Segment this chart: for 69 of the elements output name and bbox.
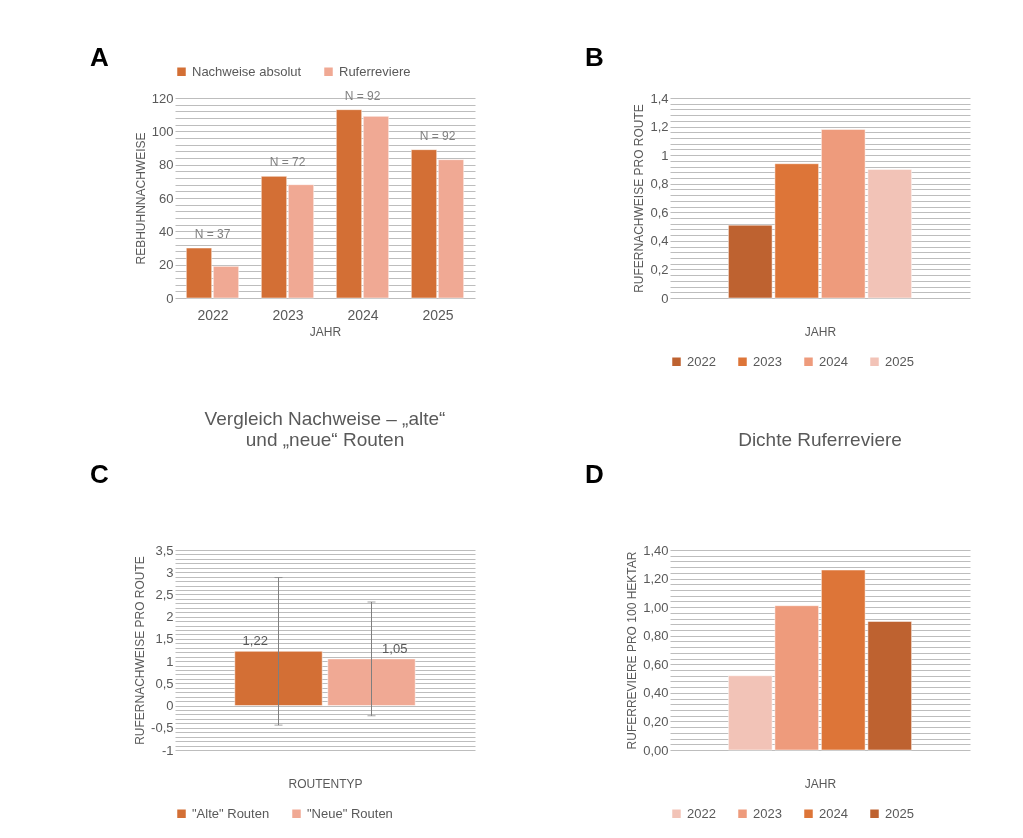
y-axis-title: RUFERNACHWEISE PRO ROUTE: [133, 556, 148, 745]
y-axis-title: RUFERREVIERE PRO 100 HEKTAR: [625, 551, 640, 750]
legend-label: "Neue" Routen: [307, 805, 393, 821]
y-tick-label: 40: [159, 223, 174, 239]
x-tick-label: 2023: [272, 306, 304, 323]
y-tick-label: 3: [166, 564, 174, 580]
y-tick-label: 0,60: [643, 656, 669, 672]
y-tick-label: 3,5: [155, 542, 174, 558]
y-tick-label: 1,40: [643, 542, 669, 558]
x-axis-title: ROUTENTYP: [288, 776, 363, 791]
data-label: 1,22: [242, 633, 268, 649]
data-label: 1,05: [382, 640, 408, 656]
legend-label: 2024: [819, 353, 848, 369]
annotation: N = 92: [344, 88, 381, 103]
y-tick-label: 100: [151, 123, 174, 139]
y-tick-label: 1,20: [643, 571, 669, 587]
legend-label: 2023: [753, 805, 782, 821]
legend-label: 2022: [687, 805, 716, 821]
legend-label: 2022: [687, 353, 716, 369]
y-tick-label: 60: [159, 190, 174, 206]
legend-label: 2025: [885, 805, 914, 821]
y-tick-label: 1: [661, 147, 669, 163]
legend-label: 2024: [819, 805, 848, 821]
y-tick-label: -1: [161, 742, 174, 758]
y-tick-label: 0,8: [650, 176, 669, 192]
legend-label: 2023: [753, 353, 782, 369]
y-tick-label: 120: [151, 90, 174, 106]
y-axis-title: RUFERNACHWEISE PRO ROUTE: [632, 104, 647, 293]
text: C: [90, 459, 109, 489]
y-tick-label: 0,80: [643, 628, 669, 644]
y-tick-label: 80: [159, 157, 174, 173]
text: D: [585, 459, 604, 489]
y-tick-label: 1,00: [643, 599, 669, 615]
y-tick-label: 0,00: [643, 742, 669, 758]
y-tick-label: 1,5: [155, 631, 174, 647]
y-tick-label: 0,20: [643, 713, 669, 729]
legend-label: "Alte" Routen: [192, 805, 270, 821]
y-tick-label: 0: [166, 290, 174, 306]
annotation: N = 37: [194, 227, 231, 241]
y-tick-label: 1,4: [650, 90, 669, 106]
y-tick-label: 0: [661, 290, 669, 306]
text: A: [90, 42, 109, 72]
x-tick-label: 2024: [347, 306, 379, 323]
y-tick-label: 1,2: [650, 119, 669, 135]
x-tick-label: 2022: [197, 306, 229, 323]
y-tick-label: 0: [166, 698, 174, 714]
y-tick-label: 0,5: [155, 675, 174, 691]
text: B: [585, 42, 604, 72]
y-tick-label: 20: [159, 257, 174, 273]
legend-label: Ruferreviere: [339, 63, 411, 79]
y-tick-label: 0,4: [650, 233, 669, 249]
y-tick-label: 1: [166, 653, 174, 669]
x-axis-title: JAHR: [804, 776, 837, 791]
y-tick-label: 0,2: [650, 261, 669, 277]
legend-label: 2025: [885, 353, 914, 369]
y-tick-label: 0,40: [643, 685, 669, 701]
y-tick-label: 2: [166, 609, 174, 625]
annotation: N = 72: [269, 155, 306, 170]
x-axis-title: JAHR: [804, 324, 837, 339]
y-tick-label: 0,6: [650, 204, 669, 220]
legend-label: Nachweise absolut: [192, 63, 302, 79]
y-axis-title: REBHUHNNACHWEISE: [133, 132, 148, 265]
x-axis-title: JAHR: [309, 324, 342, 339]
x-tick-label: 2025: [422, 306, 454, 323]
chart-title: Vergleich Nachweise – „alte“ und „neue“ Routen: [204, 408, 446, 450]
chart-title: Dichte Ruferreviere: [738, 429, 902, 450]
y-tick-label: 2,5: [155, 586, 174, 602]
annotation: N = 92: [419, 128, 456, 143]
y-tick-label: -0,5: [151, 720, 174, 736]
